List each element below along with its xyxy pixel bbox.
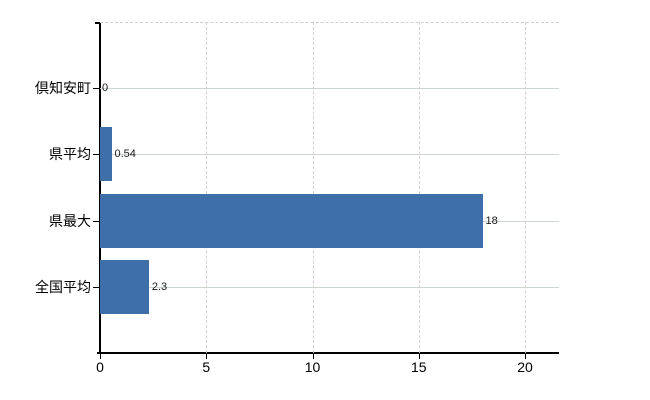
x-tick-mark <box>206 353 208 359</box>
x-tick-label: 20 <box>517 359 533 375</box>
y-tick-mark <box>93 154 100 156</box>
x-tick-label: 10 <box>304 359 321 375</box>
gridline-vertical <box>525 22 526 353</box>
x-tick-mark <box>312 353 314 359</box>
category-label: 倶知安町 <box>35 80 91 97</box>
y-tick-mark <box>93 286 100 288</box>
bar <box>100 193 483 248</box>
category-label: 県最大 <box>49 212 91 229</box>
y-tick-mark <box>93 220 100 222</box>
gridline-horizontal <box>100 286 559 288</box>
bar <box>100 259 149 314</box>
bar-value-label: 0 <box>102 82 109 95</box>
gridline-horizontal <box>100 154 559 156</box>
x-tick-label: 0 <box>96 359 104 375</box>
x-tick-mark <box>418 353 420 359</box>
y-axis-top-cap <box>95 22 101 24</box>
bar-value-label: 18 <box>485 214 498 227</box>
y-tick-mark <box>93 88 100 90</box>
x-tick-mark <box>100 353 101 359</box>
category-label: 全国平均 <box>35 278 91 295</box>
x-tick-label: 5 <box>202 359 211 375</box>
x-tick-mark <box>525 353 526 359</box>
gridline-vertical <box>206 22 208 353</box>
bar <box>100 127 112 182</box>
x-axis-line <box>97 352 559 354</box>
plot-top-border <box>100 22 559 23</box>
y-axis-spine <box>99 22 101 353</box>
bar-value-label: 2.3 <box>151 280 168 293</box>
gridline-horizontal <box>100 88 559 90</box>
category-label: 県平均 <box>49 146 91 163</box>
gridline-vertical <box>312 22 314 353</box>
x-tick-label: 15 <box>410 359 427 375</box>
bar-value-label: 0.54 <box>114 148 136 161</box>
gridline-vertical <box>418 22 420 353</box>
